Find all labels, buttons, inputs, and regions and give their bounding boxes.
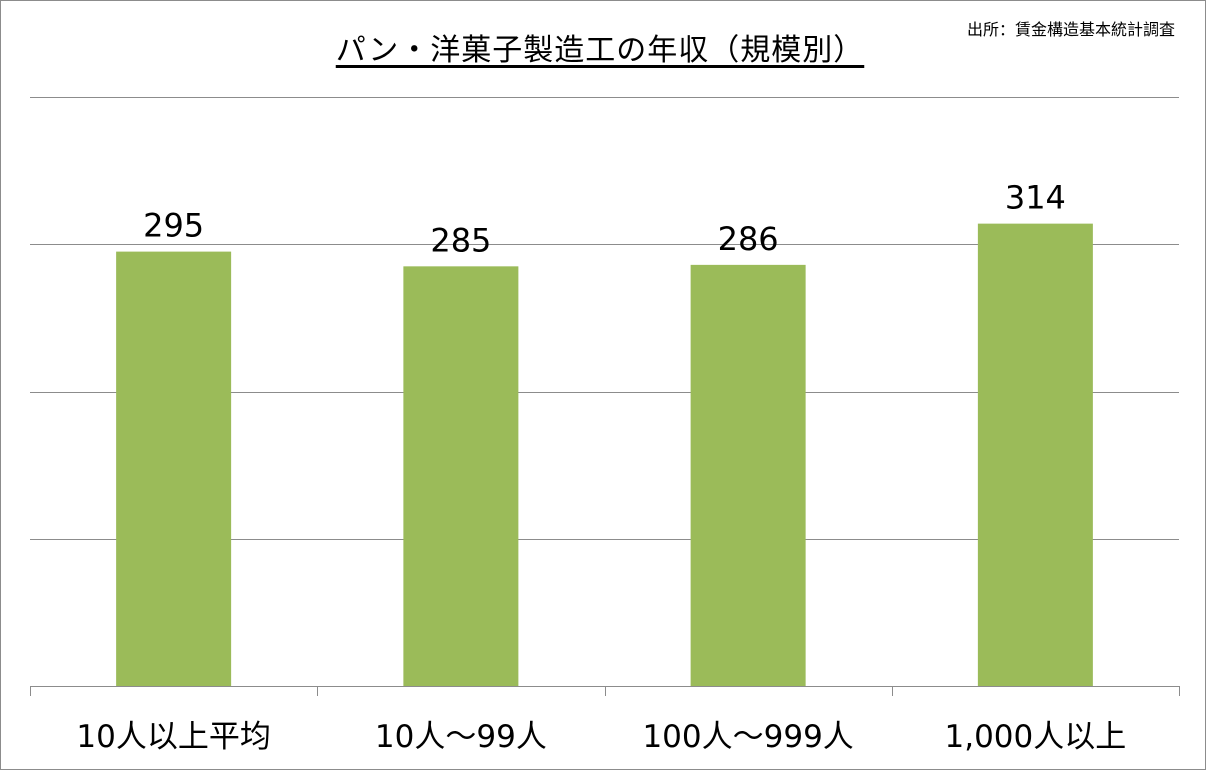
x-tick-label: 10人～99人: [375, 719, 547, 755]
bar: [403, 266, 519, 686]
bar: [690, 264, 806, 686]
data-label: 285: [430, 221, 491, 259]
bar: [116, 251, 232, 687]
bar: [977, 223, 1093, 686]
data-label: 295: [143, 207, 204, 245]
data-label: 314: [1005, 179, 1066, 217]
x-tick-label: 10人以上平均: [76, 719, 270, 755]
chart-title: パン・洋菓子製造工の年収（規模別）: [335, 33, 865, 68]
source-note: 出所：賃金構造基本統計調査: [966, 20, 1175, 39]
x-tick-label: 100人～999人: [642, 719, 853, 755]
x-tick-label: 1,000人以上: [945, 719, 1127, 755]
data-label: 286: [718, 220, 779, 258]
